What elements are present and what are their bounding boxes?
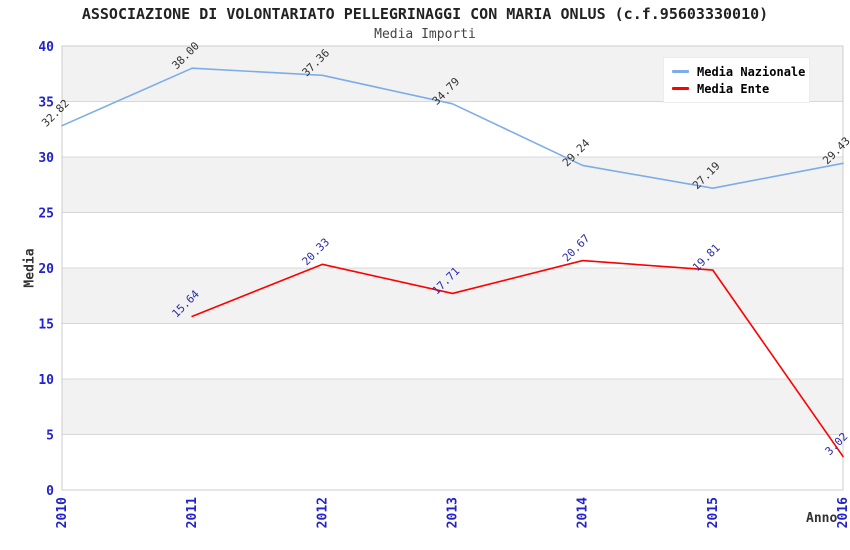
y-tick-label: 35 — [38, 96, 54, 111]
legend: Media Nazionale Media Ente — [663, 57, 810, 103]
plot-band — [62, 157, 843, 213]
y-axis-title: Media — [22, 248, 38, 288]
x-tick-label: 2015 — [706, 497, 721, 528]
x-axis-tick-labels: 2010 2011 2012 2013 2014 2015 2016 — [55, 497, 850, 528]
y-tick-label: 30 — [38, 151, 54, 166]
legend-label-media-ente: Media Ente — [697, 81, 770, 96]
plot-bands — [62, 46, 843, 435]
plot-border — [61, 45, 844, 491]
y-tick-label: 25 — [38, 207, 54, 222]
series-line — [61, 67, 844, 189]
y-tick-label: 15 — [38, 318, 54, 333]
x-tick-label: 2014 — [576, 497, 591, 528]
x-tick-label: 2016 — [836, 497, 850, 528]
point-value-label: 20.67 — [560, 232, 593, 265]
line-swatch-media-ente — [672, 87, 689, 90]
plot-band — [62, 268, 843, 324]
point-value-label: 20.33 — [300, 236, 333, 269]
chart-title: ASSOCIAZIONE DI VOLONTARIATO PELLEGRINAG… — [81, 5, 769, 23]
legend-item-media-ente: Media Ente — [672, 80, 801, 97]
x-tick-label: 2013 — [446, 497, 461, 528]
y-axis-tick-labels: 0 5 10 15 20 25 30 35 40 — [38, 40, 54, 499]
series-line — [191, 259, 844, 458]
y-tick-label: 5 — [46, 429, 54, 444]
y-tick-label: 10 — [38, 373, 54, 388]
x-tick-label: 2010 — [55, 497, 70, 528]
y-tick-label: 40 — [38, 40, 54, 55]
y-tick-label: 20 — [38, 262, 54, 277]
x-tick-label: 2011 — [185, 497, 200, 528]
legend-item-media-nazionale: Media Nazionale — [672, 63, 805, 80]
chart-subtitle: Media Importi — [374, 27, 476, 42]
line-swatch-media-nazionale — [672, 70, 689, 73]
y-tick-label: 0 — [46, 484, 54, 499]
x-tick-label: 2012 — [315, 497, 330, 528]
legend-label-media-nazionale: Media Nazionale — [697, 64, 806, 79]
x-axis-title: Anno — [806, 511, 838, 526]
plot-band — [62, 379, 843, 435]
